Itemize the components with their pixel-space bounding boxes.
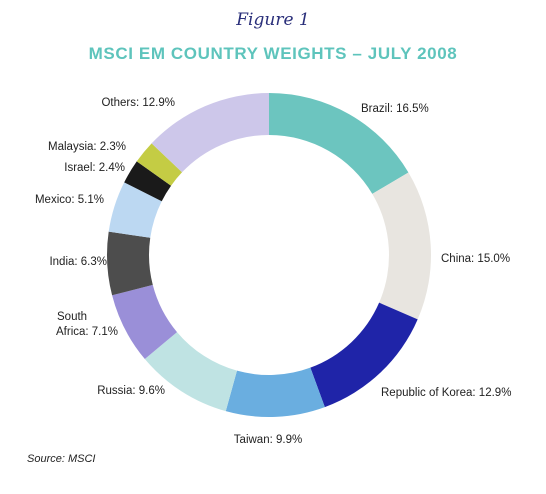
label-others: Others: 12.9% (101, 97, 175, 109)
slice-others (151, 93, 269, 173)
label-russia: Russia: 9.6% (97, 385, 165, 397)
slice-india (107, 231, 153, 296)
label-india: India: 6.3% (49, 256, 107, 268)
slice-republic-of-korea (310, 302, 418, 408)
slice-brazil (269, 93, 409, 194)
slice-taiwan (225, 367, 325, 417)
label-mexico: Mexico: 5.1% (35, 194, 104, 206)
slice-china (372, 172, 431, 320)
label-republic-of-korea: Republic of Korea: 12.9% (381, 387, 511, 399)
label-malaysia: Malaysia: 2.3% (48, 141, 126, 153)
source-note: Source: MSCI (27, 453, 96, 465)
slice-russia (144, 332, 237, 412)
label-israel: Israel: 2.4% (64, 162, 125, 174)
slice-south-africa (112, 284, 178, 360)
figure-label: Figure 1 (236, 10, 310, 30)
slice-malaysia (136, 143, 183, 186)
chart-title: MSCI EM COUNTRY WEIGHTS – JULY 2008 (88, 44, 458, 63)
label-china: China: 15.0% (441, 253, 510, 265)
label-brazil: Brazil: 16.5% (361, 103, 429, 115)
label-taiwan: Taiwan: 9.9% (234, 434, 302, 446)
label-south-africa: South Africa: 7.1% (56, 311, 118, 338)
slice-mexico (108, 182, 162, 238)
slice-israel (124, 161, 172, 202)
